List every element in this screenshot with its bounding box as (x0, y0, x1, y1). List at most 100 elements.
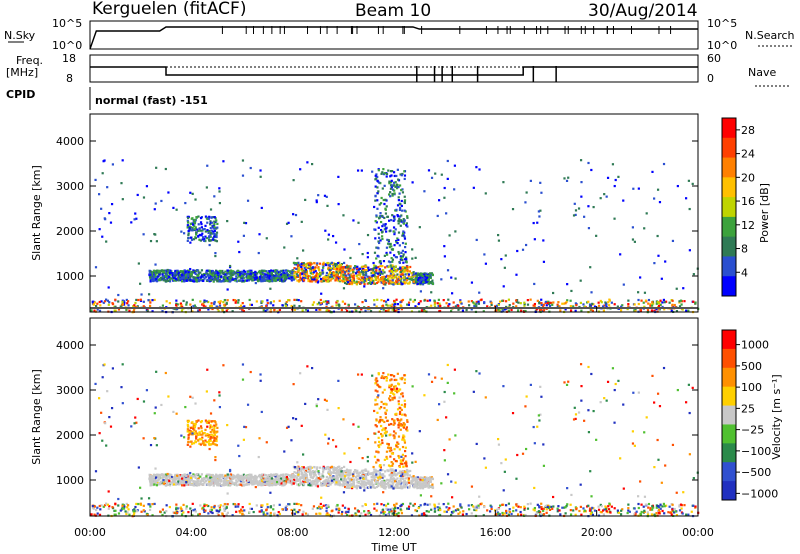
power-point (383, 224, 387, 227)
power-point (293, 267, 296, 270)
power-point (166, 279, 169, 282)
colorbar-tick-label: 20 (741, 171, 755, 184)
power-point (579, 159, 583, 162)
power-point (277, 273, 280, 276)
power-point (308, 275, 311, 278)
power-point (517, 301, 520, 304)
power-point (405, 222, 408, 225)
power-point (454, 277, 457, 280)
power-point (333, 272, 336, 275)
power-point (489, 300, 492, 303)
velocity-point (293, 476, 296, 479)
velocity-point (347, 470, 350, 473)
power-point (325, 263, 328, 267)
power-point (337, 277, 340, 280)
power-point (380, 196, 383, 200)
power-point (352, 266, 356, 270)
power-point (326, 204, 329, 207)
power-point (306, 277, 310, 280)
power-point (495, 309, 498, 312)
velocity-point (235, 476, 238, 479)
power-point (539, 181, 542, 184)
power-point (180, 230, 183, 233)
power-point (260, 305, 263, 309)
power-point (189, 222, 192, 225)
velocity-point (343, 482, 346, 486)
velocity-point (179, 474, 182, 477)
power-point (431, 273, 435, 277)
freq-unit: [MHz] (6, 66, 38, 79)
power-point (382, 308, 385, 311)
power-point (478, 168, 481, 171)
velocity-point (172, 483, 176, 486)
power-point (354, 265, 357, 268)
velocity-point (240, 484, 244, 487)
power-point (227, 272, 231, 275)
colorbar-tick-label: 24 (741, 148, 755, 161)
power-point (400, 299, 403, 303)
power-point (406, 225, 409, 228)
power-point (377, 226, 380, 229)
power-point (250, 269, 253, 272)
velocity-point (191, 474, 195, 478)
power-point (685, 197, 688, 200)
velocity-point (360, 485, 363, 488)
power-point (336, 300, 339, 303)
power-point (392, 275, 395, 278)
velocity-point (212, 484, 215, 487)
velocity-point (333, 471, 336, 474)
power-point (579, 279, 582, 282)
power-point (337, 267, 341, 271)
power-point (128, 309, 131, 312)
power-point (92, 303, 95, 306)
power-point (104, 218, 107, 221)
power-point (276, 275, 279, 278)
velocity-point (151, 483, 154, 486)
velocity-point (333, 469, 337, 472)
power-point (647, 298, 651, 302)
power-point (238, 250, 241, 254)
power-point (440, 173, 443, 176)
velocity-point (326, 466, 330, 469)
power-colorbar-label: Power [dB] (758, 183, 771, 243)
power-point (172, 279, 176, 282)
power-point (265, 270, 268, 273)
velocity-point (319, 477, 322, 481)
power-point (376, 246, 379, 249)
power-point (597, 304, 601, 307)
power-point (211, 270, 215, 273)
velocity-point (248, 473, 251, 476)
power-point (209, 232, 212, 235)
velocity-point (429, 480, 432, 483)
power-point (209, 277, 212, 280)
power-point (381, 187, 384, 190)
power-point (675, 309, 679, 313)
velocity-point (308, 482, 311, 485)
velocity-point (184, 474, 187, 477)
power-point (148, 273, 151, 276)
power-point (498, 300, 502, 303)
velocity-point (169, 473, 172, 476)
velocity-point (337, 481, 340, 484)
power-point (352, 277, 356, 280)
power-point (282, 271, 285, 274)
power-point (350, 278, 354, 282)
power-point (338, 276, 341, 279)
power-point (384, 223, 387, 226)
power-point (213, 232, 216, 235)
power-point (505, 300, 508, 303)
power-point (162, 270, 165, 273)
velocity-point (158, 475, 161, 479)
velocity-point (330, 481, 333, 485)
velocity-point (407, 477, 411, 480)
power-point (366, 251, 369, 255)
velocity-point (229, 473, 233, 476)
velocity-point (179, 483, 182, 486)
velocity-point (182, 476, 185, 479)
velocity-point (338, 475, 341, 478)
velocity-point (230, 476, 233, 479)
power-point (516, 309, 520, 312)
velocity-point (268, 474, 271, 477)
power-point (377, 280, 380, 284)
date-title: 30/Aug/2014 (588, 1, 698, 21)
